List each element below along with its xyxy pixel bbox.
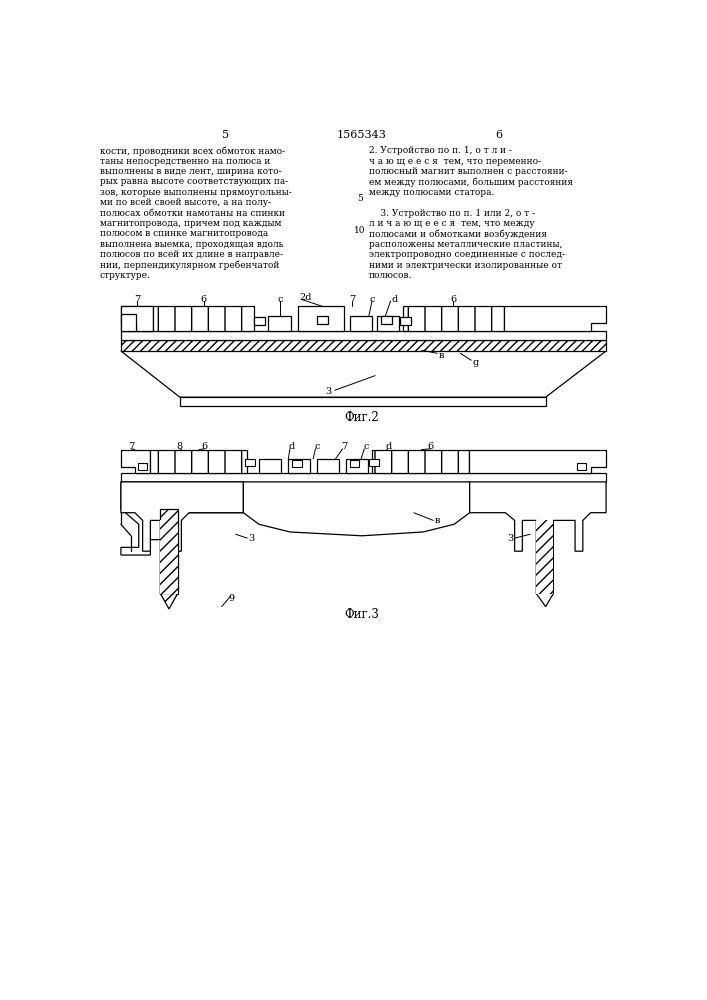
- Bar: [180, 397, 546, 406]
- Bar: [288, 459, 310, 473]
- Text: 8: 8: [177, 442, 183, 451]
- Bar: [121, 473, 606, 482]
- Text: 9: 9: [228, 594, 235, 603]
- Bar: [245, 459, 255, 466]
- Text: в: в: [434, 516, 440, 525]
- Bar: [138, 463, 147, 470]
- Text: выполнены в виде лент, ширина кото-: выполнены в виде лент, ширина кото-: [100, 167, 281, 176]
- Text: c: c: [363, 442, 368, 451]
- Text: 7: 7: [134, 295, 140, 304]
- Bar: [317, 316, 328, 324]
- Bar: [298, 306, 344, 331]
- Text: Фиг.3: Фиг.3: [344, 608, 380, 621]
- Text: d: d: [386, 442, 392, 451]
- Text: ними и электрически изолированные от: ними и электрически изолированные от: [369, 261, 562, 270]
- Text: 2. Устройство по п. 1, о т л и -: 2. Устройство по п. 1, о т л и -: [369, 146, 512, 155]
- Text: 6: 6: [201, 295, 207, 304]
- Text: d: d: [392, 295, 397, 304]
- Bar: [151, 450, 247, 473]
- Polygon shape: [160, 594, 177, 609]
- Bar: [577, 463, 586, 470]
- Bar: [372, 450, 469, 473]
- Text: g: g: [473, 358, 479, 367]
- Bar: [403, 306, 504, 331]
- Text: электропроводно соединенные с послед-: электропроводно соединенные с послед-: [369, 250, 565, 259]
- Text: 3. Устройство по п. 1 или 2, о т -: 3. Устройство по п. 1 или 2, о т -: [369, 209, 535, 218]
- Text: полюсный магнит выполнен с расстояни-: полюсный магнит выполнен с расстояни-: [369, 167, 568, 176]
- Text: 6: 6: [496, 130, 503, 140]
- Text: кости, проводники всех обмоток намо-: кости, проводники всех обмоток намо-: [100, 146, 285, 156]
- Text: расположены металлические пластины,: расположены металлические пластины,: [369, 240, 562, 249]
- Polygon shape: [243, 482, 469, 536]
- Text: нии, перпендикулярном гребенчатой: нии, перпендикулярном гребенчатой: [100, 261, 279, 270]
- Bar: [537, 520, 554, 594]
- Polygon shape: [121, 306, 153, 331]
- Bar: [317, 459, 339, 473]
- Text: зов, которые выполнены прямоугольны-: зов, которые выполнены прямоугольны-: [100, 188, 292, 197]
- Text: полюсах обмотки намотаны на спинки: полюсах обмотки намотаны на спинки: [100, 209, 285, 218]
- Text: структуре.: структуре.: [100, 271, 151, 280]
- Text: d: d: [288, 442, 295, 451]
- Text: 3: 3: [508, 534, 514, 543]
- Polygon shape: [121, 450, 151, 473]
- Text: 10: 10: [354, 226, 366, 235]
- Text: c: c: [277, 295, 283, 304]
- Bar: [121, 306, 153, 331]
- Text: л и ч а ю щ е е с я  тем, что между: л и ч а ю щ е е с я тем, что между: [369, 219, 534, 228]
- Bar: [381, 316, 392, 324]
- Text: полюсами и обмотками возбуждения: полюсами и обмотками возбуждения: [369, 229, 547, 239]
- Text: 5: 5: [222, 130, 229, 140]
- Text: полюсов.: полюсов.: [369, 271, 412, 280]
- Text: 6: 6: [428, 442, 434, 451]
- Bar: [259, 459, 281, 473]
- Text: 3: 3: [248, 534, 255, 543]
- Polygon shape: [121, 351, 606, 397]
- Text: 5: 5: [357, 194, 363, 203]
- Bar: [292, 460, 301, 467]
- Bar: [121, 314, 136, 331]
- Bar: [121, 340, 606, 351]
- Bar: [351, 316, 372, 331]
- Text: 1565343: 1565343: [337, 130, 387, 140]
- Text: полюсом в спинке магнитопровода: полюсом в спинке магнитопровода: [100, 229, 268, 238]
- Text: 7: 7: [128, 442, 134, 451]
- Text: ми по всей своей высоте, а на полу-: ми по всей своей высоте, а на полу-: [100, 198, 271, 207]
- Bar: [268, 316, 291, 331]
- Text: таны непосредственно на полюса и: таны непосредственно на полюса и: [100, 157, 270, 166]
- Text: 7: 7: [341, 442, 347, 451]
- Text: магнитопровода, причем под каждым: магнитопровода, причем под каждым: [100, 219, 281, 228]
- Bar: [349, 460, 359, 467]
- Text: c: c: [369, 295, 375, 304]
- Bar: [346, 459, 368, 473]
- Bar: [160, 509, 177, 594]
- Polygon shape: [469, 450, 606, 473]
- Text: 6: 6: [201, 442, 208, 451]
- Bar: [160, 520, 177, 594]
- Text: c: c: [314, 442, 320, 451]
- Text: в: в: [438, 351, 444, 360]
- Text: 3: 3: [325, 387, 332, 396]
- Polygon shape: [469, 482, 606, 607]
- Text: полюсов по всей их длине в направле-: полюсов по всей их длине в направле-: [100, 250, 283, 259]
- Bar: [369, 459, 379, 466]
- Text: Фиг.2: Фиг.2: [344, 411, 380, 424]
- Text: между полюсами статора.: между полюсами статора.: [369, 188, 494, 197]
- Text: ем между полюсами, большим расстояния: ем между полюсами, большим расстояния: [369, 177, 573, 187]
- Text: выполнена выемка, проходящая вдоль: выполнена выемка, проходящая вдоль: [100, 240, 284, 249]
- Text: 6: 6: [450, 295, 457, 304]
- Text: 7: 7: [349, 295, 355, 304]
- Bar: [121, 331, 606, 340]
- Bar: [255, 317, 265, 325]
- Text: рых равна высоте соответствующих па-: рых равна высоте соответствующих па-: [100, 177, 288, 186]
- Bar: [153, 306, 255, 331]
- Bar: [400, 317, 411, 325]
- Polygon shape: [121, 482, 243, 607]
- Bar: [378, 316, 399, 331]
- Polygon shape: [504, 306, 606, 331]
- Polygon shape: [121, 482, 243, 555]
- Text: ч а ю щ е е с я  тем, что переменно-: ч а ю щ е е с я тем, что переменно-: [369, 157, 541, 166]
- Text: 2d: 2d: [299, 293, 312, 302]
